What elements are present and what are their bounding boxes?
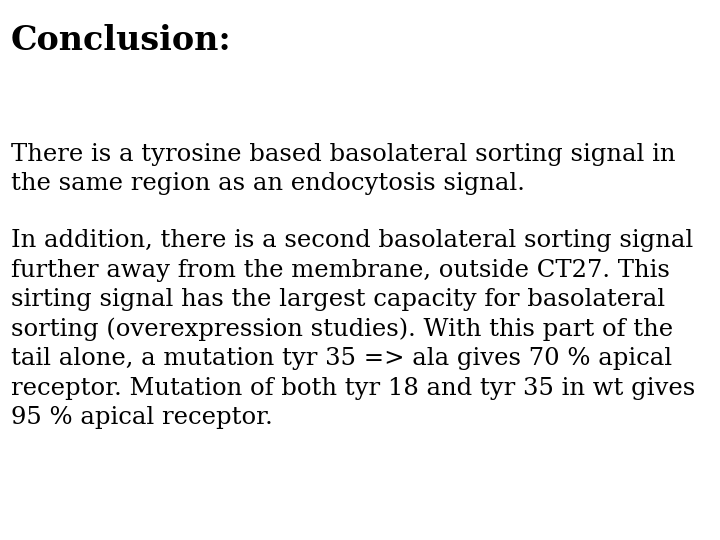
Text: In addition, there is a second basolateral sorting signal
further away from the : In addition, there is a second basolater… (11, 230, 695, 429)
Text: There is a tyrosine based basolateral sorting signal in
the same region as an en: There is a tyrosine based basolateral so… (11, 143, 675, 195)
Text: Conclusion:: Conclusion: (11, 24, 232, 57)
